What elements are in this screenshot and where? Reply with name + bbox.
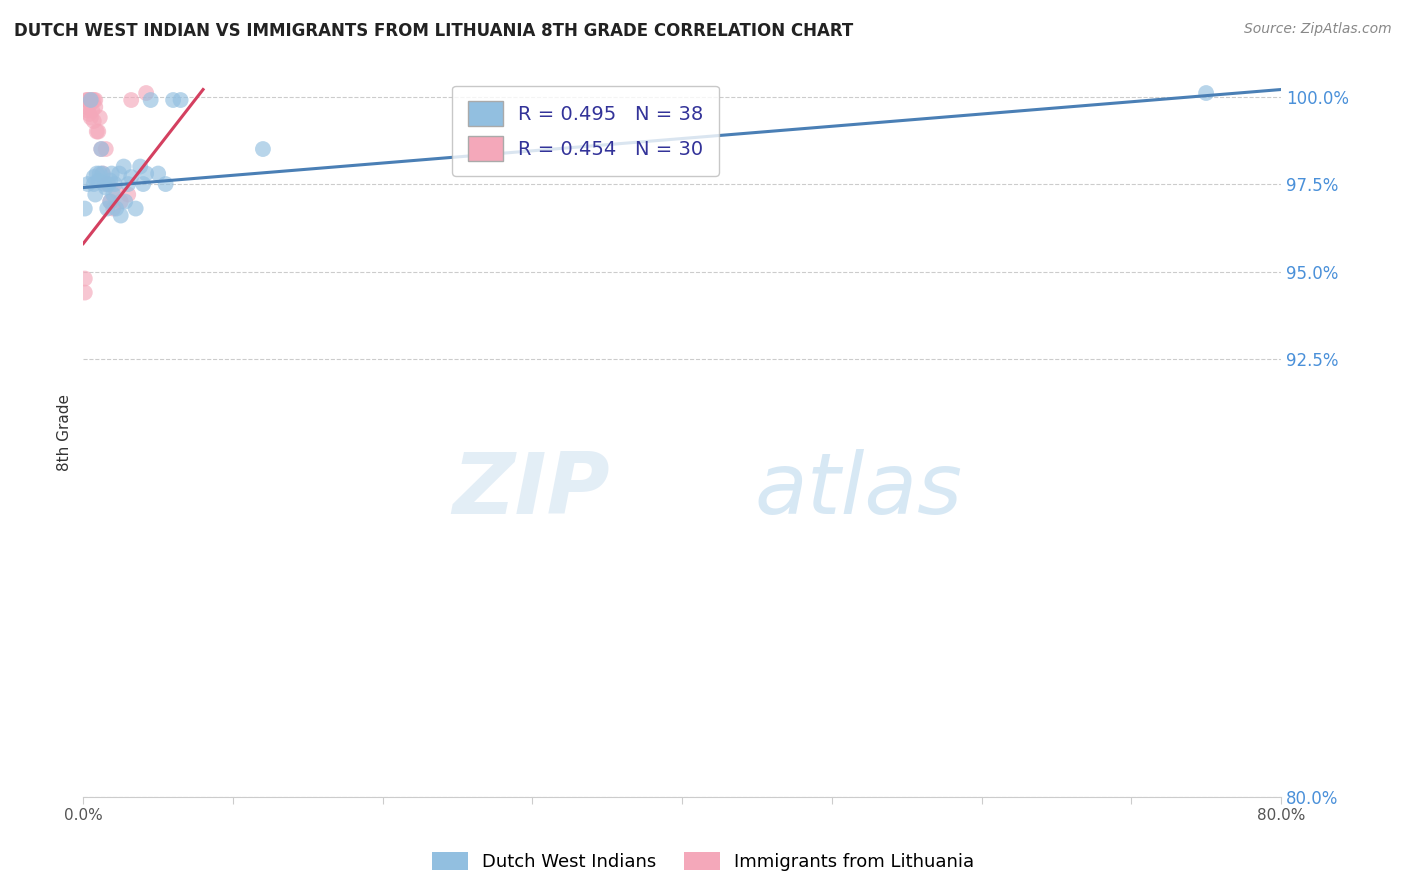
Point — [80, 111, 103, 125]
Point — [73, 202, 96, 216]
Point — [76, 93, 98, 107]
Text: Source: ZipAtlas.com: Source: ZipAtlas.com — [1244, 22, 1392, 37]
Point — [83, 169, 105, 184]
Point — [114, 194, 136, 209]
Point — [76, 177, 98, 191]
Point — [112, 160, 135, 174]
Point — [108, 167, 131, 181]
Point — [82, 103, 104, 118]
Point — [117, 177, 139, 191]
Point — [104, 177, 127, 191]
Point — [132, 177, 155, 191]
Point — [80, 93, 103, 107]
Y-axis label: 8th Grade: 8th Grade — [58, 394, 72, 471]
Point — [76, 103, 98, 118]
Point — [90, 142, 112, 156]
Point — [129, 160, 152, 174]
Point — [77, 93, 100, 107]
Point — [169, 93, 191, 107]
Point — [98, 173, 121, 187]
Point — [155, 177, 177, 191]
Point — [73, 271, 96, 285]
Legend: Dutch West Indians, Immigrants from Lithuania: Dutch West Indians, Immigrants from Lith… — [425, 845, 981, 879]
Point — [135, 86, 157, 100]
Point — [80, 96, 103, 111]
Point — [94, 142, 117, 156]
Point — [75, 100, 97, 114]
Point — [86, 124, 108, 138]
Point — [90, 142, 112, 156]
Point — [110, 194, 132, 209]
Point — [120, 93, 142, 107]
Text: ZIP: ZIP — [453, 450, 610, 533]
Point — [98, 194, 121, 209]
Point — [252, 142, 274, 156]
Point — [96, 177, 118, 191]
Legend: R = 0.495   N = 38, R = 0.454   N = 30: R = 0.495 N = 38, R = 0.454 N = 30 — [453, 86, 720, 177]
Point — [84, 187, 107, 202]
Point — [105, 202, 128, 216]
Point — [125, 202, 148, 216]
Point — [91, 167, 114, 181]
Point — [105, 184, 128, 198]
Point — [84, 100, 107, 114]
Point — [110, 209, 132, 223]
Point — [117, 187, 139, 202]
Point — [87, 173, 110, 187]
Point — [103, 187, 125, 202]
Point — [135, 167, 157, 181]
Point — [77, 107, 100, 121]
Point — [120, 169, 142, 184]
Point — [1195, 86, 1218, 100]
Point — [73, 285, 96, 300]
Point — [84, 93, 107, 107]
Point — [94, 180, 117, 194]
Point — [93, 177, 115, 191]
Point — [97, 177, 120, 191]
Point — [96, 202, 118, 216]
Point — [75, 93, 97, 107]
Point — [87, 124, 110, 138]
Point — [89, 167, 111, 181]
Point — [83, 114, 105, 128]
Point — [86, 167, 108, 181]
Point — [103, 202, 125, 216]
Point — [83, 93, 105, 107]
Point — [89, 111, 111, 125]
Point — [139, 93, 162, 107]
Text: atlas: atlas — [754, 450, 962, 533]
Point — [91, 167, 114, 181]
Point — [98, 194, 121, 209]
Text: DUTCH WEST INDIAN VS IMMIGRANTS FROM LITHUANIA 8TH GRADE CORRELATION CHART: DUTCH WEST INDIAN VS IMMIGRANTS FROM LIT… — [14, 22, 853, 40]
Point — [146, 167, 169, 181]
Point — [100, 167, 122, 181]
Point — [82, 93, 104, 107]
Point — [83, 177, 105, 191]
Point — [162, 93, 184, 107]
